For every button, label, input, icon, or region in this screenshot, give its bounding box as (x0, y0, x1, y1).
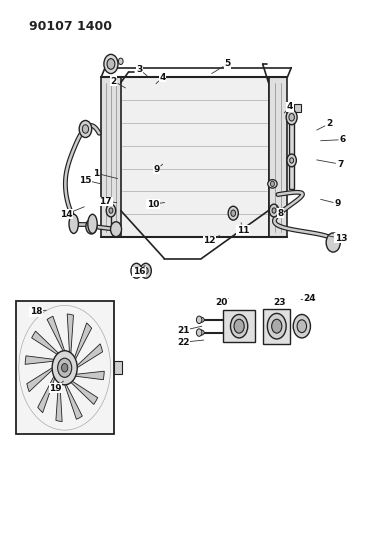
Circle shape (287, 154, 296, 167)
Circle shape (269, 204, 279, 217)
Text: 1: 1 (93, 169, 99, 177)
Text: 7: 7 (337, 160, 343, 168)
Ellipse shape (268, 180, 277, 188)
Circle shape (228, 206, 238, 220)
Polygon shape (32, 331, 60, 356)
Polygon shape (25, 356, 56, 365)
Polygon shape (47, 316, 65, 353)
Circle shape (270, 181, 274, 187)
Text: 17: 17 (100, 197, 112, 206)
Circle shape (82, 125, 89, 133)
Text: 6: 6 (340, 135, 346, 144)
Ellipse shape (197, 330, 204, 335)
Polygon shape (74, 371, 104, 379)
Text: 20: 20 (215, 298, 228, 307)
Circle shape (134, 268, 139, 274)
Circle shape (297, 320, 307, 333)
Bar (120, 77, 269, 237)
Circle shape (131, 263, 142, 278)
Text: 8: 8 (277, 209, 283, 217)
Text: 19: 19 (49, 384, 62, 392)
Bar (294, 104, 301, 112)
Circle shape (86, 219, 97, 234)
Circle shape (272, 319, 282, 333)
Circle shape (196, 316, 202, 324)
Circle shape (143, 268, 148, 274)
Circle shape (267, 313, 286, 339)
Text: 22: 22 (177, 338, 190, 346)
Bar (114, 361, 122, 374)
Circle shape (118, 58, 123, 64)
Bar (269, 77, 287, 237)
Circle shape (107, 59, 115, 69)
Circle shape (234, 319, 244, 333)
Text: 3: 3 (136, 65, 142, 74)
Circle shape (109, 208, 113, 213)
Circle shape (52, 351, 77, 385)
Text: 24: 24 (303, 294, 316, 303)
Bar (101, 77, 121, 237)
Text: 14: 14 (60, 210, 72, 219)
Text: 18: 18 (30, 308, 42, 316)
Text: 10: 10 (147, 200, 159, 208)
Circle shape (293, 314, 310, 338)
Polygon shape (56, 380, 62, 422)
Text: 90107 1400: 90107 1400 (29, 20, 113, 33)
Polygon shape (27, 367, 54, 392)
Circle shape (58, 358, 72, 377)
Text: 9: 9 (335, 199, 341, 208)
Polygon shape (70, 380, 98, 405)
Bar (263, 309, 290, 344)
Ellipse shape (197, 317, 204, 322)
Circle shape (290, 158, 294, 163)
Circle shape (106, 204, 116, 217)
Text: 4: 4 (287, 102, 293, 111)
Polygon shape (38, 375, 56, 413)
Text: 16: 16 (133, 268, 145, 276)
Circle shape (196, 329, 202, 336)
Text: 23: 23 (273, 298, 285, 307)
Polygon shape (67, 314, 73, 356)
Text: 21: 21 (177, 326, 190, 335)
Text: 15: 15 (79, 176, 92, 184)
Polygon shape (74, 323, 92, 361)
Circle shape (231, 210, 236, 216)
Polygon shape (64, 383, 82, 419)
Bar (289, 109, 294, 189)
Bar (16, 301, 114, 434)
Circle shape (230, 314, 248, 338)
Circle shape (79, 120, 92, 138)
Circle shape (289, 114, 294, 121)
Circle shape (286, 110, 297, 125)
Bar (223, 310, 255, 342)
Text: 9: 9 (154, 165, 160, 174)
Circle shape (140, 263, 151, 278)
Circle shape (111, 222, 122, 237)
Text: 2: 2 (111, 77, 117, 85)
Text: 11: 11 (237, 226, 249, 235)
Text: 12: 12 (203, 237, 216, 245)
Text: 2: 2 (326, 119, 332, 128)
Polygon shape (76, 344, 103, 369)
Ellipse shape (69, 214, 78, 233)
Text: 4: 4 (160, 73, 166, 82)
Text: 5: 5 (224, 60, 230, 68)
Ellipse shape (88, 214, 97, 233)
Circle shape (62, 364, 68, 372)
Circle shape (272, 208, 276, 213)
Circle shape (104, 54, 118, 74)
Circle shape (326, 233, 340, 252)
Text: 13: 13 (335, 234, 347, 243)
